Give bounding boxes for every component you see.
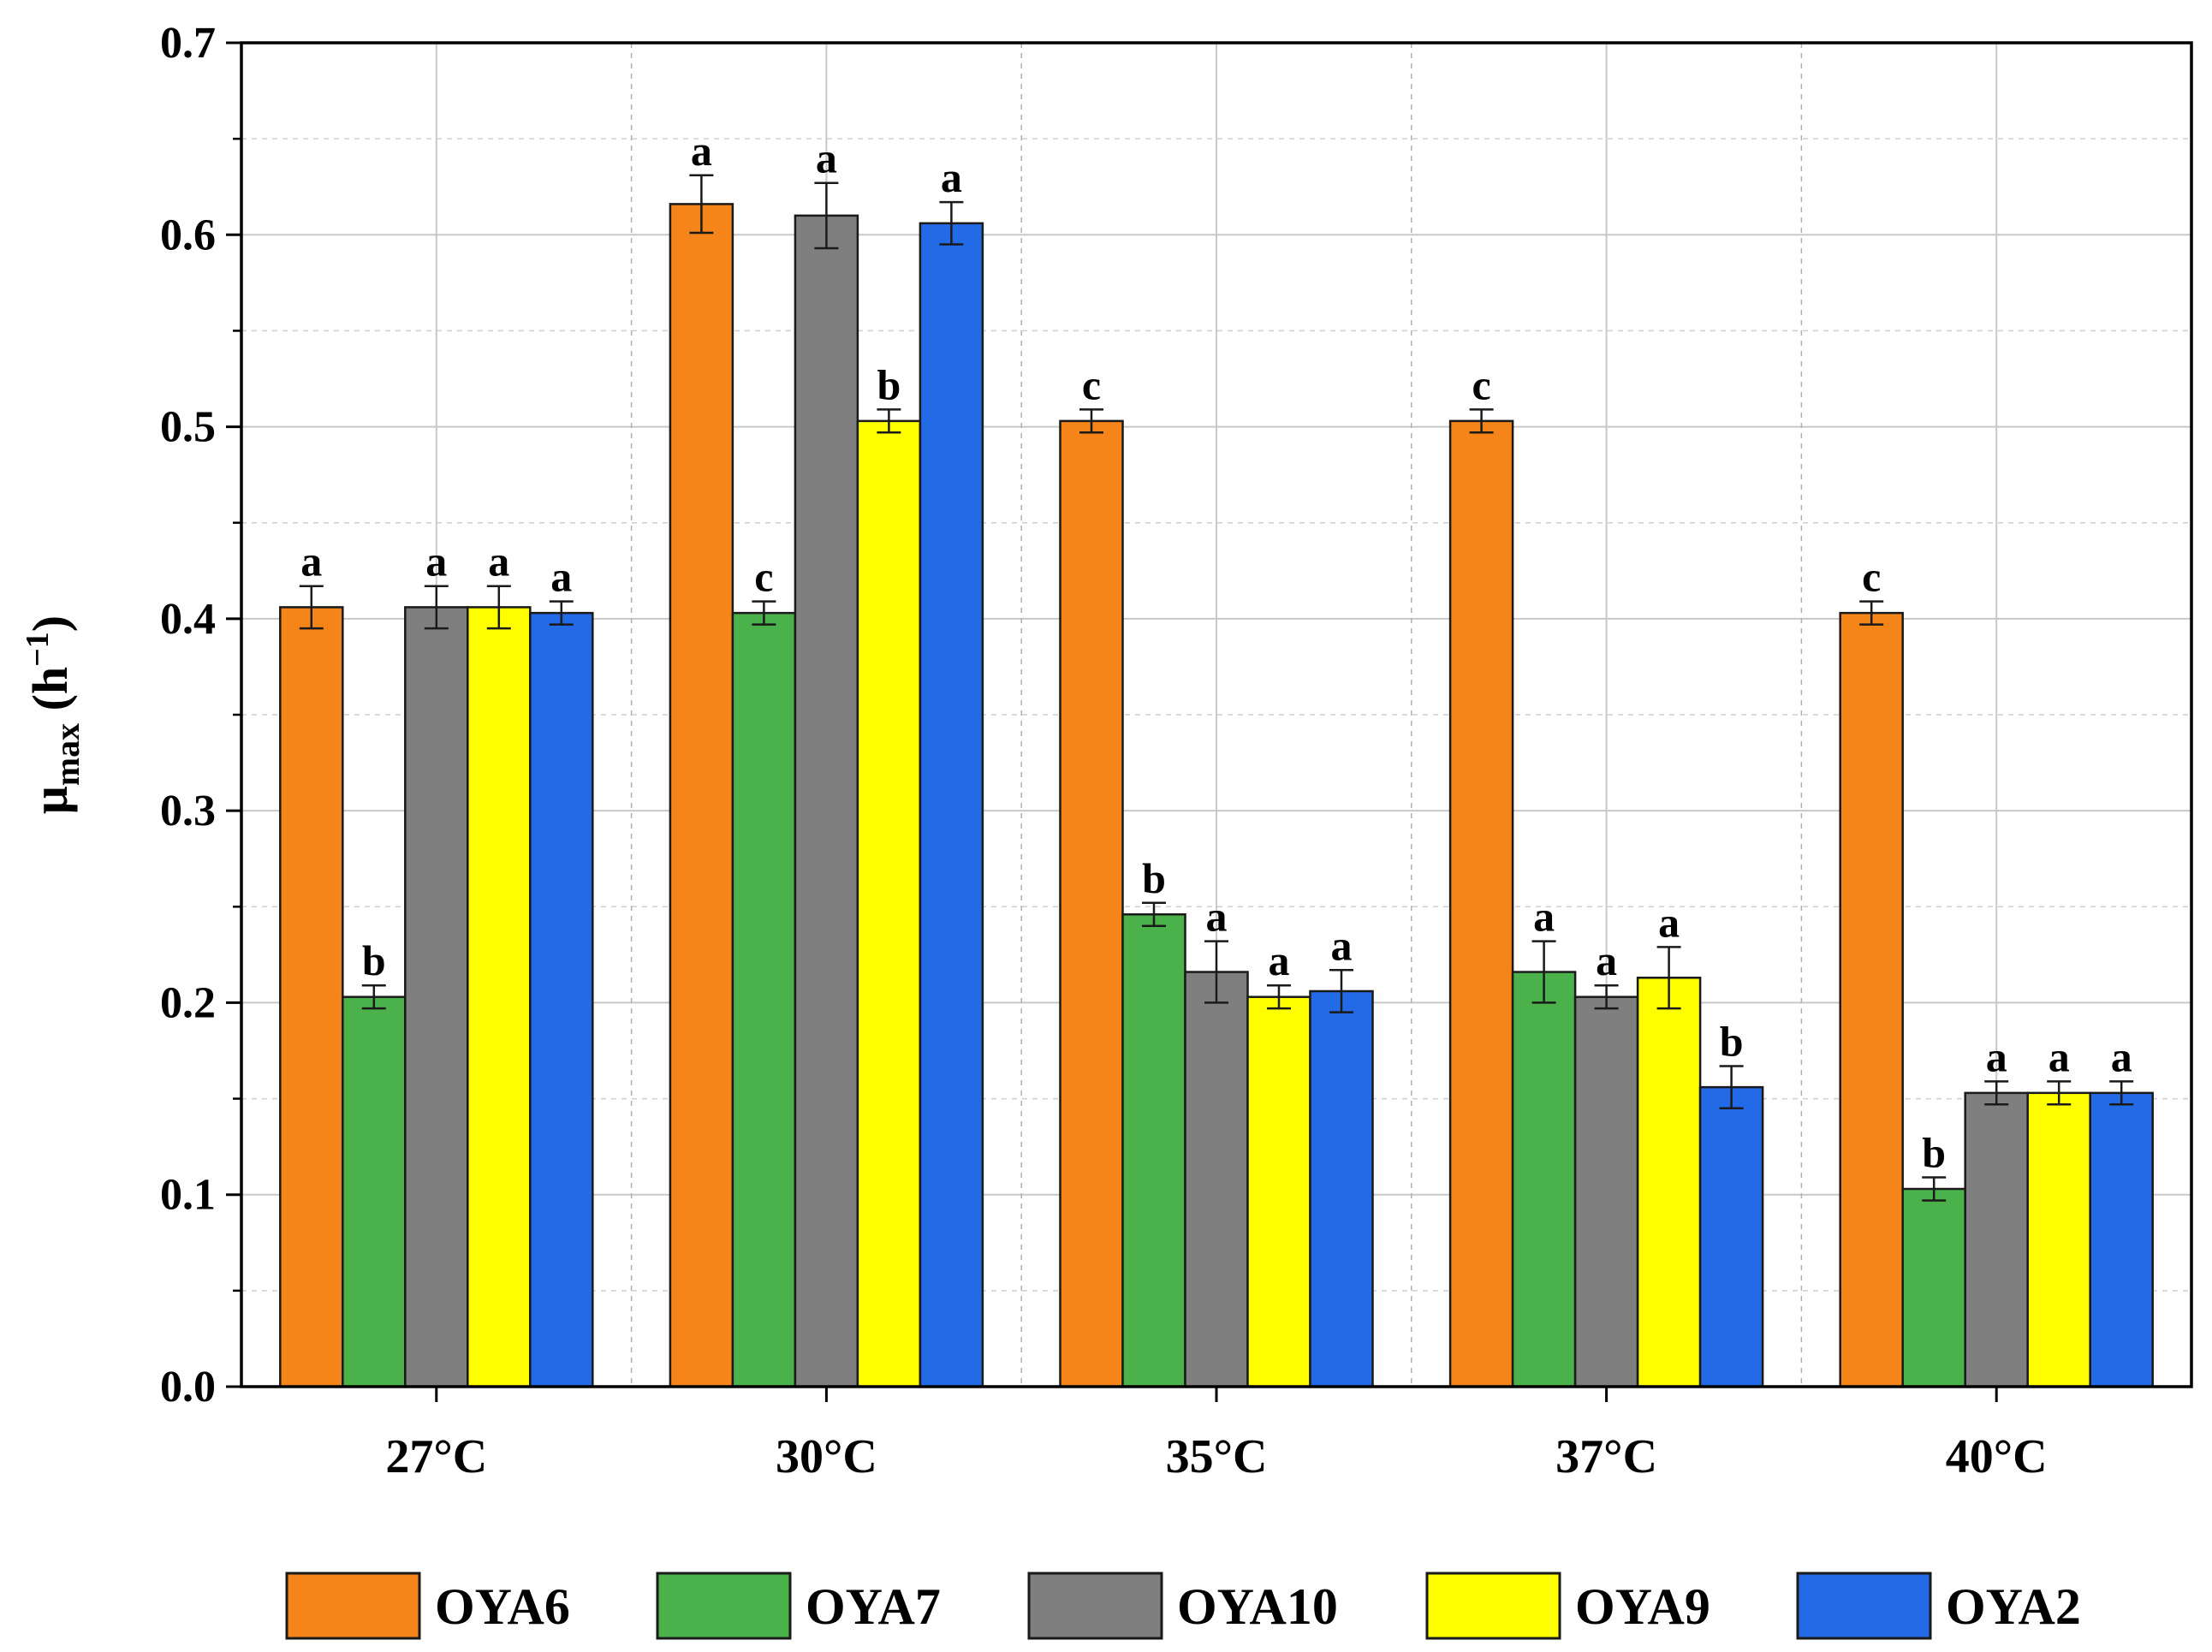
bar-OYA2-3 (1698, 1085, 1764, 1388)
legend-swatch-OYA7 (656, 1572, 792, 1640)
significance-letter: c (1472, 360, 1490, 408)
bar-OYA2-2 (1309, 989, 1374, 1388)
significance-letter: a (691, 127, 712, 175)
bar-OYA10-2 (1184, 971, 1249, 1388)
y-axis-title-unit-open: (h (22, 667, 78, 723)
significance-letter: a (1331, 921, 1353, 969)
bar-OYA9-2 (1246, 995, 1311, 1388)
y-axis-title-unit-close: ) (22, 615, 78, 632)
significance-letter: a (1269, 936, 1290, 984)
significance-letter: c (754, 553, 773, 601)
significance-letter: c (1862, 553, 1881, 601)
legend-label-OYA2: OYA2 (1946, 1578, 2081, 1635)
legend-label-OYA9: OYA9 (1575, 1578, 1710, 1635)
bar-OYA10-4 (1964, 1091, 2029, 1388)
significance-letter: a (550, 553, 572, 601)
bar-OYA7-1 (731, 611, 797, 1388)
y-tick-label: 0.4 (160, 595, 216, 644)
bar-OYA2-1 (919, 222, 984, 1388)
significance-letter: a (1658, 898, 1680, 946)
bar-OYA10-0 (404, 606, 469, 1388)
significance-letter: b (877, 360, 901, 408)
significance-letter: b (1142, 854, 1166, 902)
legend-label-OYA10: OYA10 (1177, 1578, 1338, 1635)
legend-label-OYA7: OYA7 (806, 1578, 941, 1635)
bar-OYA7-3 (1511, 971, 1577, 1388)
y-tick-label: 0.3 (160, 787, 216, 835)
bar-OYA6-4 (1839, 611, 1904, 1388)
significance-letter: b (1720, 1017, 1744, 1065)
bar-OYA9-3 (1636, 977, 1702, 1388)
significance-letter: a (1596, 936, 1617, 984)
y-axis-title: μmax (h−1) (20, 615, 86, 814)
bar-OYA7-2 (1121, 913, 1186, 1388)
significance-letter: c (1082, 360, 1101, 408)
legend: OYA6 OYA7 OYA10 OYA9 OYA2 (285, 1572, 2081, 1640)
bar-OYA6-3 (1448, 419, 1514, 1388)
bar-OYA6-0 (279, 606, 344, 1388)
y-tick-label: 0.1 (160, 1171, 216, 1220)
y-tick-label: 0.2 (160, 978, 216, 1027)
bar-OYA10-3 (1573, 995, 1639, 1388)
significance-letter: a (1533, 893, 1555, 941)
y-axis-title-symbol: μ (22, 786, 78, 814)
error-bars (299, 174, 2134, 1202)
axes (226, 41, 2193, 1402)
bar-OYA9-1 (856, 419, 922, 1388)
bar-OYA6-2 (1059, 419, 1124, 1388)
legend-label-OYA6: OYA6 (435, 1578, 570, 1635)
bar-OYA9-4 (2026, 1091, 2091, 1388)
bar-OYA10-1 (794, 214, 859, 1388)
y-tick-label: 0.6 (160, 211, 216, 259)
legend-swatch-OYA6 (285, 1572, 421, 1640)
significance-letter: b (362, 936, 386, 984)
bar-OYA2-4 (2089, 1091, 2154, 1388)
bar-OYA6-1 (669, 203, 734, 1388)
bar-OYA2-0 (529, 611, 594, 1388)
significance-letter: a (300, 538, 322, 585)
bar-OYA7-0 (342, 995, 407, 1388)
legend-swatch-OYA2 (1796, 1572, 1932, 1640)
significance-letter: a (1206, 893, 1228, 941)
x-axis-category-labels: 27°C 30°C 35°C 37°C 40°C (385, 1430, 2047, 1483)
significance-letter: a (2048, 1032, 2070, 1080)
x-category-label: 40°C (1946, 1430, 2048, 1483)
significance-letter: a (816, 134, 837, 182)
bar-OYA9-0 (467, 606, 532, 1388)
significance-letter: a (941, 153, 962, 201)
y-axis-tick-labels: 0.0 0.1 0.2 0.3 0.4 0.5 0.6 0.7 (160, 19, 216, 1411)
significance-letter: a (488, 538, 509, 585)
significance-letter: b (1922, 1129, 1946, 1177)
bars (279, 203, 2154, 1388)
y-tick-label: 0.5 (160, 403, 216, 452)
legend-swatch-OYA10 (1027, 1572, 1163, 1640)
y-axis-title-superscript: −1 (20, 632, 56, 667)
bar-OYA7-4 (1901, 1187, 1966, 1388)
x-category-label: 30°C (776, 1430, 877, 1483)
x-category-label: 37°C (1555, 1430, 1657, 1483)
x-category-label: 27°C (385, 1430, 487, 1483)
significance-letter: a (1986, 1032, 2007, 1080)
significance-letter: a (2111, 1032, 2132, 1080)
legend-swatch-OYA9 (1425, 1572, 1561, 1640)
significance-letter: a (425, 538, 447, 585)
y-tick-label: 0.7 (160, 19, 216, 68)
x-category-label: 35°C (1166, 1430, 1268, 1483)
y-tick-label: 0.0 (160, 1363, 216, 1411)
y-axis-title-subscript: max (48, 723, 86, 786)
